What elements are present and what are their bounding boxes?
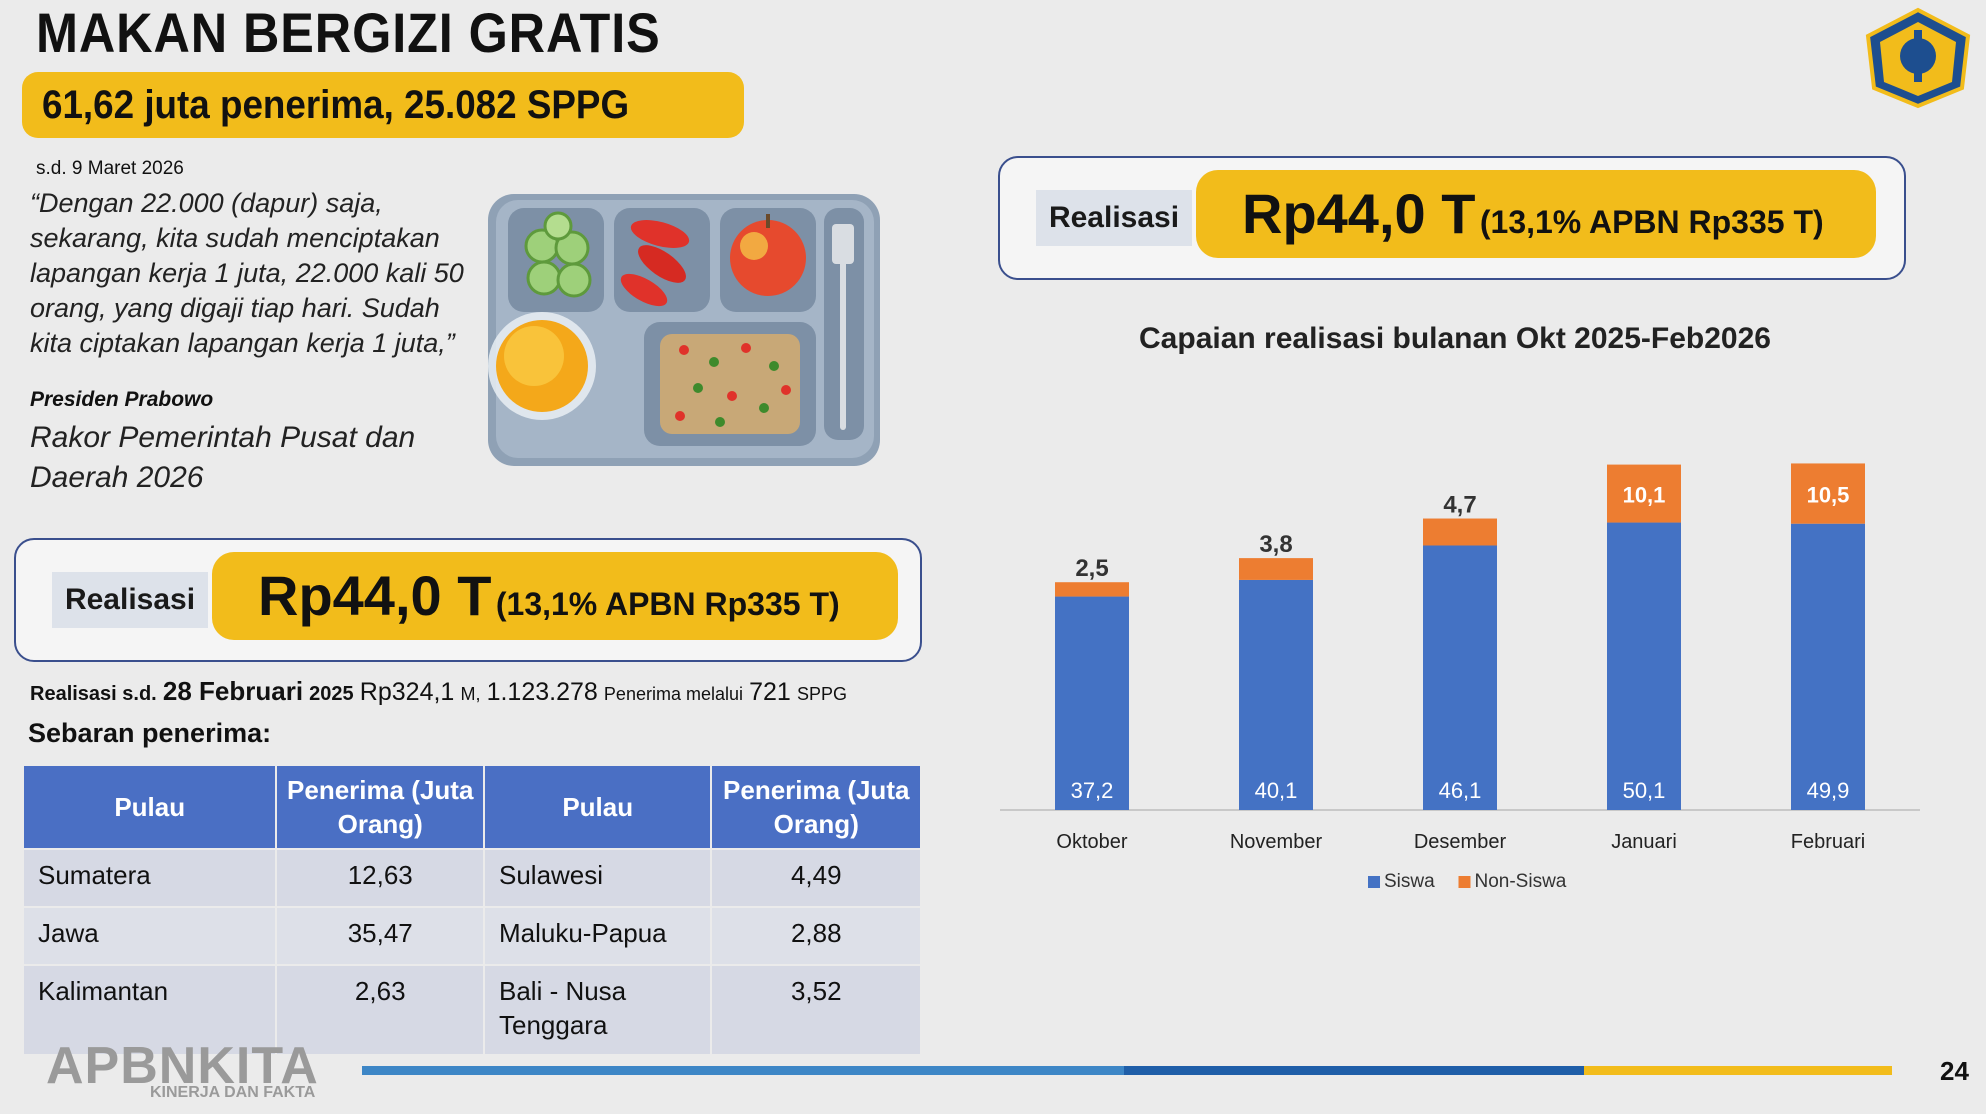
- table-cell: 2,88: [710, 906, 922, 966]
- food-tray-image: [488, 194, 880, 466]
- x-tick-label: Februari: [1791, 831, 1865, 853]
- x-tick-label: Januari: [1611, 831, 1677, 853]
- realisasi-amount: Rp44,0 T: [1242, 182, 1476, 245]
- realisasi-value-pill: Rp44,0 T (13,1% APBN Rp335 T): [1196, 170, 1876, 258]
- data-label: 3,8: [1259, 531, 1292, 558]
- bar-non-siswa: [1791, 463, 1865, 524]
- realisasi-label: Realisasi: [52, 572, 208, 628]
- realisasi-value-pill: Rp44,0 T (13,1% APBN Rp335 T): [212, 552, 898, 640]
- legend-swatch: [1368, 876, 1380, 888]
- table-cell: 3,52: [710, 964, 922, 1056]
- realisasi-unit: M,: [460, 684, 481, 704]
- realisasi-amount: Rp44,0 T: [258, 564, 492, 627]
- page-number: 24: [1940, 1056, 1969, 1086]
- bar-siswa: [1423, 545, 1497, 810]
- table-row: Kalimantan 2,63 Bali - Nusa Tenggara 3,5…: [21, 964, 922, 1056]
- data-label: 49,9: [1807, 778, 1850, 803]
- quote-text: “Dengan 22.000 (dapur) saja, sekarang, k…: [30, 188, 464, 358]
- data-label: 50,1: [1623, 778, 1666, 803]
- realisasi-sppg-count: 721: [749, 678, 791, 706]
- bar-siswa: [1607, 522, 1681, 810]
- table-header: Pulau: [482, 764, 713, 850]
- table-cell: 12,63: [275, 848, 485, 908]
- bar-non-siswa: [1423, 518, 1497, 546]
- page-title: MAKAN BERGIZI GRATIS: [36, 1, 661, 64]
- bar-siswa: [1791, 523, 1865, 810]
- distribution-table: Pulau Penerima (Juta Orang) Pulau Peneri…: [21, 764, 922, 1056]
- data-label: 37,2: [1071, 778, 1114, 803]
- x-tick-label: Oktober: [1056, 831, 1127, 853]
- table-row: Jawa 35,47 Maluku-Papua 2,88: [21, 906, 922, 966]
- realisasi-prefix: Realisasi s.d.: [30, 683, 157, 705]
- table-cell: Jawa: [21, 906, 278, 966]
- realisasi-summary-line: Realisasi s.d. 28 Februari 2025 Rp324,1 …: [30, 676, 847, 707]
- realisasi-recipients-text: Penerima melalui: [603, 684, 743, 704]
- footer-bar-segment: [1584, 1066, 1892, 1075]
- realisasi-detail: (13,1% APBN Rp335 T): [1479, 204, 1824, 240]
- as-of-date: s.d. 9 Maret 2026: [36, 158, 184, 179]
- data-label: 10,5: [1807, 483, 1850, 508]
- footer-bar-segment: [1124, 1066, 1584, 1075]
- apbnkita-tagline: KINERJA DAN FAKTA: [150, 1084, 316, 1101]
- monthly-realization-chart: 37,2 2,5 Oktober 40,1 3,8 November 46,1 4,7 Dese…: [1000, 463, 1920, 892]
- bar-non-siswa: [1607, 464, 1681, 523]
- realisasi-date: 28 Februari: [162, 676, 304, 706]
- table-row: Sumatera 12,63 Sulawesi 4,49: [21, 848, 922, 908]
- table-header: Pulau: [21, 764, 278, 850]
- table-header: Penerima (Juta Orang): [275, 764, 485, 850]
- table-cell: Maluku-Papua: [482, 906, 713, 966]
- x-tick-label: November: [1230, 831, 1323, 853]
- footer-color-bar: [362, 1066, 1892, 1075]
- x-tick-label: Desember: [1414, 831, 1507, 853]
- realisasi-box: Realisasi Rp44,0 T (13,1% APBN Rp335 T): [14, 538, 922, 662]
- quote-event: Rakor Pemerintah Pusat dan Daerah 2026: [30, 421, 416, 494]
- table-cell: Sulawesi: [482, 848, 713, 908]
- table-header: Penerima (Juta Orang): [710, 764, 922, 850]
- apbnkita-logo: APBNKITA: [46, 1037, 319, 1095]
- quote-speaker: Presiden Prabowo: [30, 388, 214, 411]
- table-cell: 35,47: [275, 906, 485, 966]
- summary-banner: 61,62 juta penerima, 25.082 SPPG: [22, 72, 744, 138]
- legend-entry: Siswa: [1384, 871, 1435, 892]
- table-cell: 4,49: [710, 848, 922, 908]
- data-label: 40,1: [1255, 778, 1298, 803]
- data-label: 4,7: [1443, 492, 1476, 519]
- summary-banner-text: 61,62 juta penerima, 25.082 SPPG: [42, 83, 630, 127]
- realisasi-amount-text: Rp324,1: [359, 678, 455, 706]
- bar-non-siswa: [1055, 582, 1129, 597]
- table-cell: Kalimantan: [21, 964, 278, 1056]
- bar-siswa: [1239, 579, 1313, 810]
- data-label: 10,1: [1623, 483, 1666, 508]
- realisasi-year: 2025: [309, 683, 354, 705]
- chart-title: Capaian realisasi bulanan Okt 2025-Feb20…: [1139, 322, 1771, 355]
- realisasi-label: Realisasi: [1036, 190, 1192, 246]
- distribution-heading: Sebaran penerima:: [28, 718, 272, 748]
- bar-siswa: [1055, 596, 1129, 810]
- table-cell: 2,63: [275, 964, 485, 1056]
- data-label: 2,5: [1075, 555, 1108, 582]
- ministry-emblem-icon: [1865, 7, 1971, 109]
- legend-swatch: [1458, 876, 1471, 888]
- table-cell: Sumatera: [21, 848, 278, 908]
- realisasi-box-right: Realisasi Rp44,0 T (13,1% APBN Rp335 T): [998, 156, 1906, 280]
- bar-non-siswa: [1239, 558, 1313, 580]
- legend-entry: Non-Siswa: [1475, 871, 1567, 892]
- realisasi-detail: (13,1% APBN Rp335 T): [495, 586, 840, 622]
- realisasi-recipients: 1.123.278: [486, 678, 598, 706]
- data-label: 46,1: [1439, 778, 1482, 803]
- table-header-row: Pulau Penerima (Juta Orang) Pulau Peneri…: [21, 764, 922, 850]
- table-cell: Bali - Nusa Tenggara: [482, 964, 713, 1056]
- footer-bar-segment: [362, 1066, 1124, 1075]
- realisasi-sppg-label: SPPG: [796, 684, 847, 704]
